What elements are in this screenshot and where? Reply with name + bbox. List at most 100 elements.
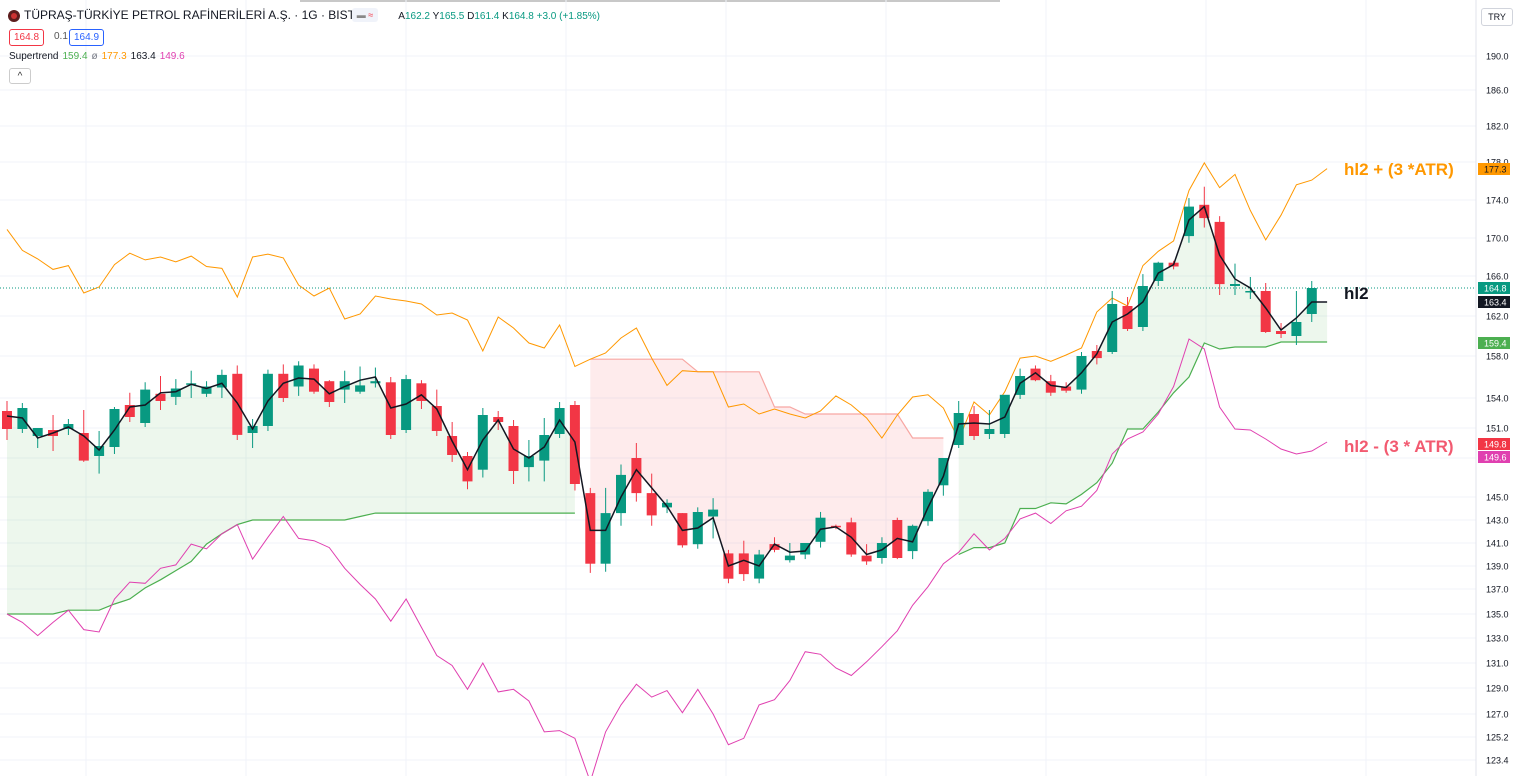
- symbol-logo-icon: [8, 9, 20, 22]
- candle-body: [1045, 381, 1056, 393]
- candle-body: [738, 553, 749, 575]
- candle-body: [938, 458, 949, 486]
- currency-selector[interactable]: TRY: [1481, 8, 1513, 26]
- candle-body: [969, 414, 979, 436]
- compare-icon[interactable]: ▬ ≈: [352, 8, 378, 22]
- candle-body: [646, 493, 657, 516]
- candle-body: [170, 388, 181, 397]
- price-axis-tick: 145.0: [1486, 493, 1509, 503]
- window-top-edge: [300, 0, 1000, 2]
- candle-body: [1122, 306, 1133, 329]
- lower-band-line: [6, 338, 1328, 776]
- price-axis-tick: 129.0: [1486, 684, 1509, 694]
- candle-body: [1276, 331, 1286, 334]
- price-axis-tick: 178.0: [1486, 158, 1509, 168]
- candle-body: [293, 365, 304, 387]
- candle-body: [1030, 368, 1041, 381]
- price-axis-tick: 166.0: [1486, 272, 1509, 282]
- indicator-value-supertrend: 159.4: [62, 51, 88, 62]
- indicator-legend[interactable]: Supertrend 159.4 ø 177.3 163.4 149.6: [9, 51, 185, 62]
- candle-body: [631, 458, 642, 494]
- annotation-hl2: hl2: [1344, 284, 1369, 303]
- supertrend-up-line: [958, 341, 1328, 556]
- candle-body: [431, 406, 442, 431]
- price-axis-tick: 170.0: [1486, 234, 1509, 244]
- price-tag-lower-a-bg: [1478, 438, 1510, 450]
- supertrend-up-line: [7, 512, 575, 615]
- collapse-legend-button[interactable]: ^: [9, 68, 31, 84]
- price-tag-supertrend: 159.4: [1484, 339, 1507, 349]
- price-axis-tick: 182.0: [1486, 122, 1509, 132]
- candle-body: [32, 428, 43, 436]
- price-tag-upper-bg: [1478, 163, 1510, 175]
- price-axis-tick: 127.0: [1486, 710, 1509, 720]
- candle-body: [309, 368, 319, 392]
- candle-body: [600, 513, 611, 564]
- candle-body: [477, 415, 488, 470]
- candle-body: [355, 385, 366, 392]
- candle-body: [1306, 288, 1317, 314]
- price-tag-close: 164.8: [1484, 284, 1507, 294]
- candle-body: [616, 474, 626, 514]
- candle-body: [861, 555, 872, 562]
- candle-body: [370, 381, 381, 384]
- candle-body: [708, 509, 719, 517]
- bid-price-button[interactable]: 164.8: [9, 29, 45, 46]
- candle-body: [124, 405, 135, 417]
- candle-body: [278, 373, 289, 398]
- candle-body: [1153, 262, 1164, 281]
- candle-body: [984, 429, 995, 434]
- candle-body: [784, 555, 795, 561]
- price-axis-tick: 151.0: [1486, 424, 1509, 434]
- spread-value: 0.1: [54, 31, 68, 42]
- supertrend-up-fill: [958, 206, 1328, 555]
- price-axis-tick: 123.4: [1486, 756, 1509, 766]
- candle-body: [1260, 291, 1271, 332]
- indicator-value-lower: 149.6: [159, 51, 185, 62]
- candle-body: [339, 381, 350, 390]
- candle-body: [953, 413, 964, 445]
- candle-body: [78, 433, 89, 461]
- indicator-value-upper: 177.3: [101, 51, 127, 62]
- annotation-lower-band: hl2 - (3 * ATR): [1344, 437, 1454, 456]
- price-axis-tick: 162.0: [1486, 312, 1509, 322]
- candle-body: [999, 394, 1010, 434]
- symbol-title[interactable]: TÜPRAŞ-TÜRKİYE PETROL RAFİNERİLERİ A.Ş. …: [24, 8, 355, 22]
- candle-body: [416, 383, 427, 401]
- candle-body: [1230, 284, 1240, 286]
- annotation-upper-band: hl2 + (3 *ATR): [1344, 160, 1454, 179]
- price-axis-tick: 174.0: [1486, 196, 1509, 206]
- price-axis-tick: 135.0: [1486, 610, 1509, 620]
- indicator-name: Supertrend: [9, 51, 59, 62]
- candle-body: [800, 543, 811, 555]
- price-tag-upper: 177.3: [1484, 165, 1507, 175]
- price-tag-hl2: 163.4: [1484, 298, 1507, 308]
- candle-body: [155, 393, 166, 401]
- candle-body: [1199, 204, 1210, 219]
- candle-body: [1245, 291, 1256, 293]
- price-axis-tick: 131.0: [1486, 659, 1509, 669]
- candle-body: [1291, 322, 1302, 336]
- price-axis-tick: 186.0: [1486, 86, 1509, 96]
- price-tag-lower-b-bg: [1478, 451, 1510, 463]
- price-axis-tick: 139.0: [1486, 562, 1509, 572]
- price-axis-tick: 137.0: [1486, 585, 1509, 595]
- chart-header: TÜPRAŞ-TÜRKİYE PETROL RAFİNERİLERİ A.Ş. …: [8, 8, 600, 22]
- ask-price-button[interactable]: 164.9: [69, 29, 105, 46]
- price-tag-close-bg: [1478, 282, 1510, 294]
- price-tag-supertrend-bg: [1478, 337, 1510, 349]
- candle-body: [2, 411, 12, 429]
- supertrend-up-fill: [7, 377, 575, 614]
- candle-body: [1015, 376, 1026, 395]
- price-axis-tick: 141.0: [1486, 539, 1509, 549]
- price-axis-tick: 158.0: [1486, 352, 1509, 362]
- price-tag-lower-a: 149.8: [1484, 440, 1507, 450]
- price-axis-tick: 154.0: [1486, 394, 1509, 404]
- candle-body: [201, 386, 212, 394]
- candle-body: [324, 381, 335, 402]
- hl2-line: [6, 205, 1328, 567]
- candle-body: [1137, 286, 1148, 327]
- price-tag-lower-b: 149.6: [1484, 453, 1507, 463]
- candle-body: [769, 544, 780, 550]
